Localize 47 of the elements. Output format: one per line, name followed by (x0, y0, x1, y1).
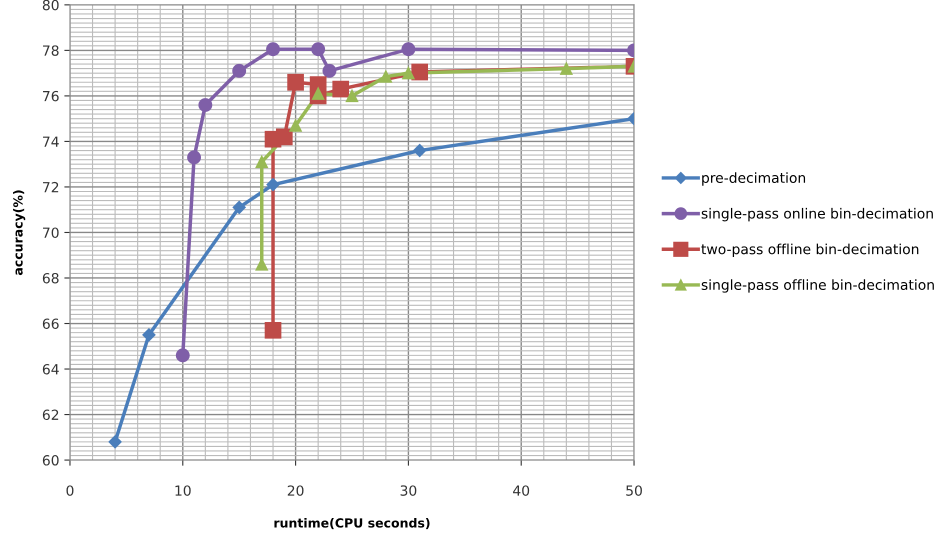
point (256, 156, 268, 168)
legend-label: two-pass offline bin-decimation (701, 244, 918, 258)
point (176, 348, 190, 362)
point (311, 42, 326, 56)
y-tick-label: 60 (42, 455, 59, 466)
y-tick-label: 76 (43, 90, 59, 102)
x-tick-label: 20 (288, 485, 304, 496)
point (380, 70, 392, 83)
y-tick-label: 70 (43, 227, 59, 238)
x-tick-label: 40 (513, 485, 530, 496)
point (266, 178, 280, 192)
legend-label: single-pass offline bin-decimation (702, 279, 934, 293)
point (264, 322, 282, 339)
point (346, 90, 358, 102)
legend-label: pre-decimation (702, 172, 806, 186)
x-tick-label: 0 (66, 485, 74, 496)
point (266, 42, 280, 56)
y-tick-label: 68 (42, 272, 59, 284)
y-tick-label: 80 (42, 0, 59, 10)
point (187, 150, 202, 164)
point (232, 64, 246, 78)
x-tick-label: 30 (400, 485, 416, 496)
point (232, 200, 246, 214)
point (142, 328, 156, 342)
y-tick-label: 62 (42, 410, 58, 420)
point (402, 66, 415, 80)
point (276, 128, 293, 146)
point (322, 64, 336, 78)
point (289, 119, 302, 132)
y-tick-label: 78 (43, 45, 59, 56)
y-tick-label: 66 (42, 318, 59, 329)
y-tick-label: 72 (43, 182, 58, 192)
point (401, 42, 416, 56)
legend-label: single-pass online bin-decimation (702, 208, 933, 222)
point (332, 80, 350, 98)
point (287, 74, 304, 91)
point (413, 144, 426, 158)
x-tick-label: 10 (175, 485, 191, 496)
x-axis-title: runtime(CPU seconds) (274, 518, 430, 530)
x-tick-label: 50 (626, 485, 642, 496)
y-tick-label: 64 (42, 364, 59, 375)
y-tick-label: 74 (43, 136, 59, 147)
y-axis-title: accuracy(%) (13, 190, 26, 276)
point (198, 98, 212, 112)
point (411, 64, 428, 80)
point (560, 62, 573, 75)
point (108, 435, 122, 448)
